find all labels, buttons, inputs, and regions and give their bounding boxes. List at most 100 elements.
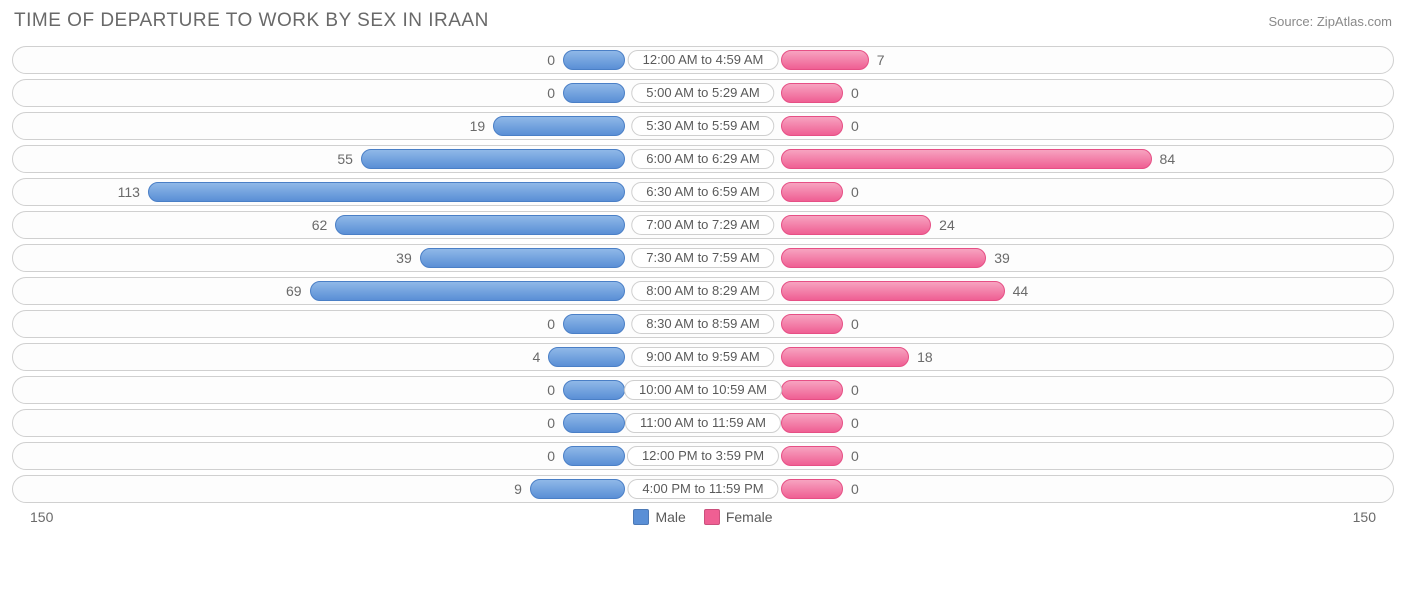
male-bar — [563, 380, 625, 400]
legend-male: Male — [633, 509, 685, 525]
male-value: 0 — [547, 311, 555, 337]
female-value: 7 — [877, 47, 885, 73]
female-bar — [781, 50, 869, 70]
male-value: 62 — [312, 212, 328, 238]
chart-title: TIME OF DEPARTURE TO WORK BY SEX IN IRAA… — [14, 10, 489, 32]
chart-row: 0 0 11:00 AM to 11:59 AM — [12, 409, 1394, 437]
female-half: 0 — [703, 410, 1393, 436]
female-bar — [781, 380, 843, 400]
male-half: 9 — [13, 476, 703, 502]
female-half: 24 — [703, 212, 1393, 238]
time-range-label: 12:00 PM to 3:59 PM — [627, 446, 779, 466]
female-value: 0 — [851, 410, 859, 436]
female-half: 7 — [703, 47, 1393, 73]
chart-row: 9 0 4:00 PM to 11:59 PM — [12, 475, 1394, 503]
time-range-label: 12:00 AM to 4:59 AM — [628, 50, 779, 70]
chart-row: 113 0 6:30 AM to 6:59 AM — [12, 178, 1394, 206]
male-half: 113 — [13, 179, 703, 205]
time-range-label: 9:00 AM to 9:59 AM — [631, 347, 774, 367]
male-value: 9 — [514, 476, 522, 502]
female-half: 0 — [703, 443, 1393, 469]
time-range-label: 6:30 AM to 6:59 AM — [631, 182, 774, 202]
female-swatch-icon — [704, 509, 720, 525]
female-half: 84 — [703, 146, 1393, 172]
male-value: 0 — [547, 377, 555, 403]
male-bar — [361, 149, 625, 169]
chart-header: TIME OF DEPARTURE TO WORK BY SEX IN IRAA… — [12, 10, 1394, 32]
female-value: 18 — [917, 344, 933, 370]
female-value: 0 — [851, 476, 859, 502]
male-bar — [148, 182, 625, 202]
male-half: 0 — [13, 311, 703, 337]
female-half: 39 — [703, 245, 1393, 271]
male-bar — [530, 479, 625, 499]
male-half: 55 — [13, 146, 703, 172]
female-value: 0 — [851, 179, 859, 205]
chart-row: 0 7 12:00 AM to 4:59 AM — [12, 46, 1394, 74]
female-value: 44 — [1013, 278, 1029, 304]
female-value: 24 — [939, 212, 955, 238]
male-half: 4 — [13, 344, 703, 370]
female-value: 0 — [851, 113, 859, 139]
time-range-label: 10:00 AM to 10:59 AM — [624, 380, 782, 400]
male-value: 4 — [533, 344, 541, 370]
female-bar — [781, 83, 843, 103]
female-value: 0 — [851, 443, 859, 469]
chart-rows: 0712:00 AM to 4:59 AM005:00 AM to 5:29 A… — [12, 46, 1394, 503]
male-half: 0 — [13, 80, 703, 106]
female-bar — [781, 281, 1005, 301]
female-bar — [781, 413, 843, 433]
female-bar — [781, 479, 843, 499]
axis-max-left: 150 — [30, 509, 53, 525]
male-value: 39 — [396, 245, 412, 271]
time-range-label: 4:00 PM to 11:59 PM — [627, 479, 778, 499]
female-bar — [781, 182, 843, 202]
male-bar — [563, 314, 625, 334]
female-value: 0 — [851, 80, 859, 106]
male-value: 55 — [337, 146, 353, 172]
time-range-label: 7:30 AM to 7:59 AM — [631, 248, 774, 268]
female-half: 0 — [703, 179, 1393, 205]
male-half: 0 — [13, 410, 703, 436]
male-swatch-icon — [633, 509, 649, 525]
male-bar — [563, 413, 625, 433]
time-range-label: 5:00 AM to 5:29 AM — [631, 83, 774, 103]
male-half: 0 — [13, 47, 703, 73]
legend-male-label: Male — [655, 509, 685, 525]
time-range-label: 7:00 AM to 7:29 AM — [631, 215, 774, 235]
male-value: 0 — [547, 410, 555, 436]
male-value: 0 — [547, 80, 555, 106]
female-half: 0 — [703, 377, 1393, 403]
female-value: 39 — [994, 245, 1010, 271]
male-bar — [493, 116, 625, 136]
female-half: 0 — [703, 311, 1393, 337]
axis-max-right: 150 — [1353, 509, 1376, 525]
chart-footer: 150 Male Female 150 — [12, 509, 1394, 525]
female-bar — [781, 314, 843, 334]
female-value: 0 — [851, 311, 859, 337]
legend: Male Female — [53, 509, 1352, 525]
male-half: 62 — [13, 212, 703, 238]
female-half: 0 — [703, 476, 1393, 502]
female-bar — [781, 149, 1152, 169]
male-bar — [310, 281, 625, 301]
male-half: 69 — [13, 278, 703, 304]
female-bar — [781, 446, 843, 466]
time-range-label: 8:30 AM to 8:59 AM — [631, 314, 774, 334]
male-bar — [563, 50, 625, 70]
time-range-label: 11:00 AM to 11:59 AM — [625, 413, 781, 433]
male-bar — [335, 215, 625, 235]
legend-female-label: Female — [726, 509, 773, 525]
male-half: 0 — [13, 377, 703, 403]
male-value: 113 — [118, 179, 140, 205]
chart-row: 0 0 5:00 AM to 5:29 AM — [12, 79, 1394, 107]
male-bar — [563, 83, 625, 103]
chart-row: 55846:00 AM to 6:29 AM — [12, 145, 1394, 173]
chart-row: 69448:00 AM to 8:29 AM — [12, 277, 1394, 305]
female-bar — [781, 215, 931, 235]
chart-row: 39 39 7:30 AM to 7:59 AM — [12, 244, 1394, 272]
male-bar — [420, 248, 625, 268]
female-half: 18 — [703, 344, 1393, 370]
male-value: 69 — [286, 278, 302, 304]
female-half: 44 — [703, 278, 1393, 304]
